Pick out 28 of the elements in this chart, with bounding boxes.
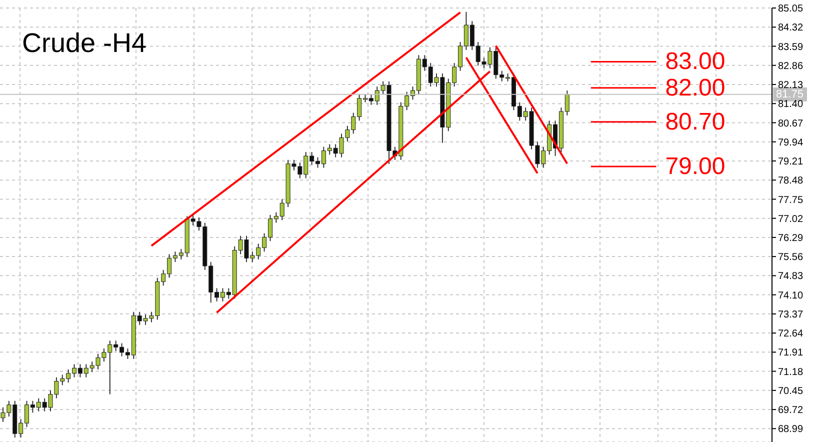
y-tick-label: 76.29 (778, 232, 804, 244)
y-tick-label: 74.83 (778, 271, 804, 282)
y-tick-label: 80.67 (778, 118, 804, 130)
y-tick-label: 85.05 (778, 4, 804, 15)
y-tick-label: 84.32 (778, 22, 804, 34)
y-tick-label: 71.91 (778, 348, 804, 359)
y-tick-label: 75.56 (778, 252, 804, 264)
y-tick-label: 77.75 (778, 194, 804, 206)
y-tick-label: 81.40 (778, 99, 804, 110)
y-tick-label: 78.48 (778, 176, 804, 187)
y-tick-label: 74.10 (778, 290, 804, 302)
ref-line-label: 79.00 (665, 152, 726, 180)
y-tick-label: 71.18 (778, 366, 804, 378)
y-tick-label: 82.86 (778, 60, 804, 72)
ref-line-label: 82.00 (665, 74, 726, 102)
y-tick-label: 68.99 (778, 424, 804, 436)
y-tick-label: 79.21 (778, 156, 804, 168)
y-tick-label: 77.02 (778, 214, 804, 225)
y-tick-label: 79.94 (778, 137, 804, 148)
y-tick-label: 73.37 (778, 309, 804, 320)
y-tick-label: 70.45 (778, 386, 804, 397)
y-tick-label: 72.64 (778, 328, 804, 340)
ref-line-label: 81.75 (776, 88, 804, 100)
y-tick-label: 83.59 (778, 42, 804, 53)
y-tick-label: 69.72 (778, 405, 804, 416)
text: Crude -H4 (22, 28, 147, 59)
ref-line-label: 83.00 (665, 48, 726, 76)
ref-line-label: 80.70 (665, 108, 726, 136)
